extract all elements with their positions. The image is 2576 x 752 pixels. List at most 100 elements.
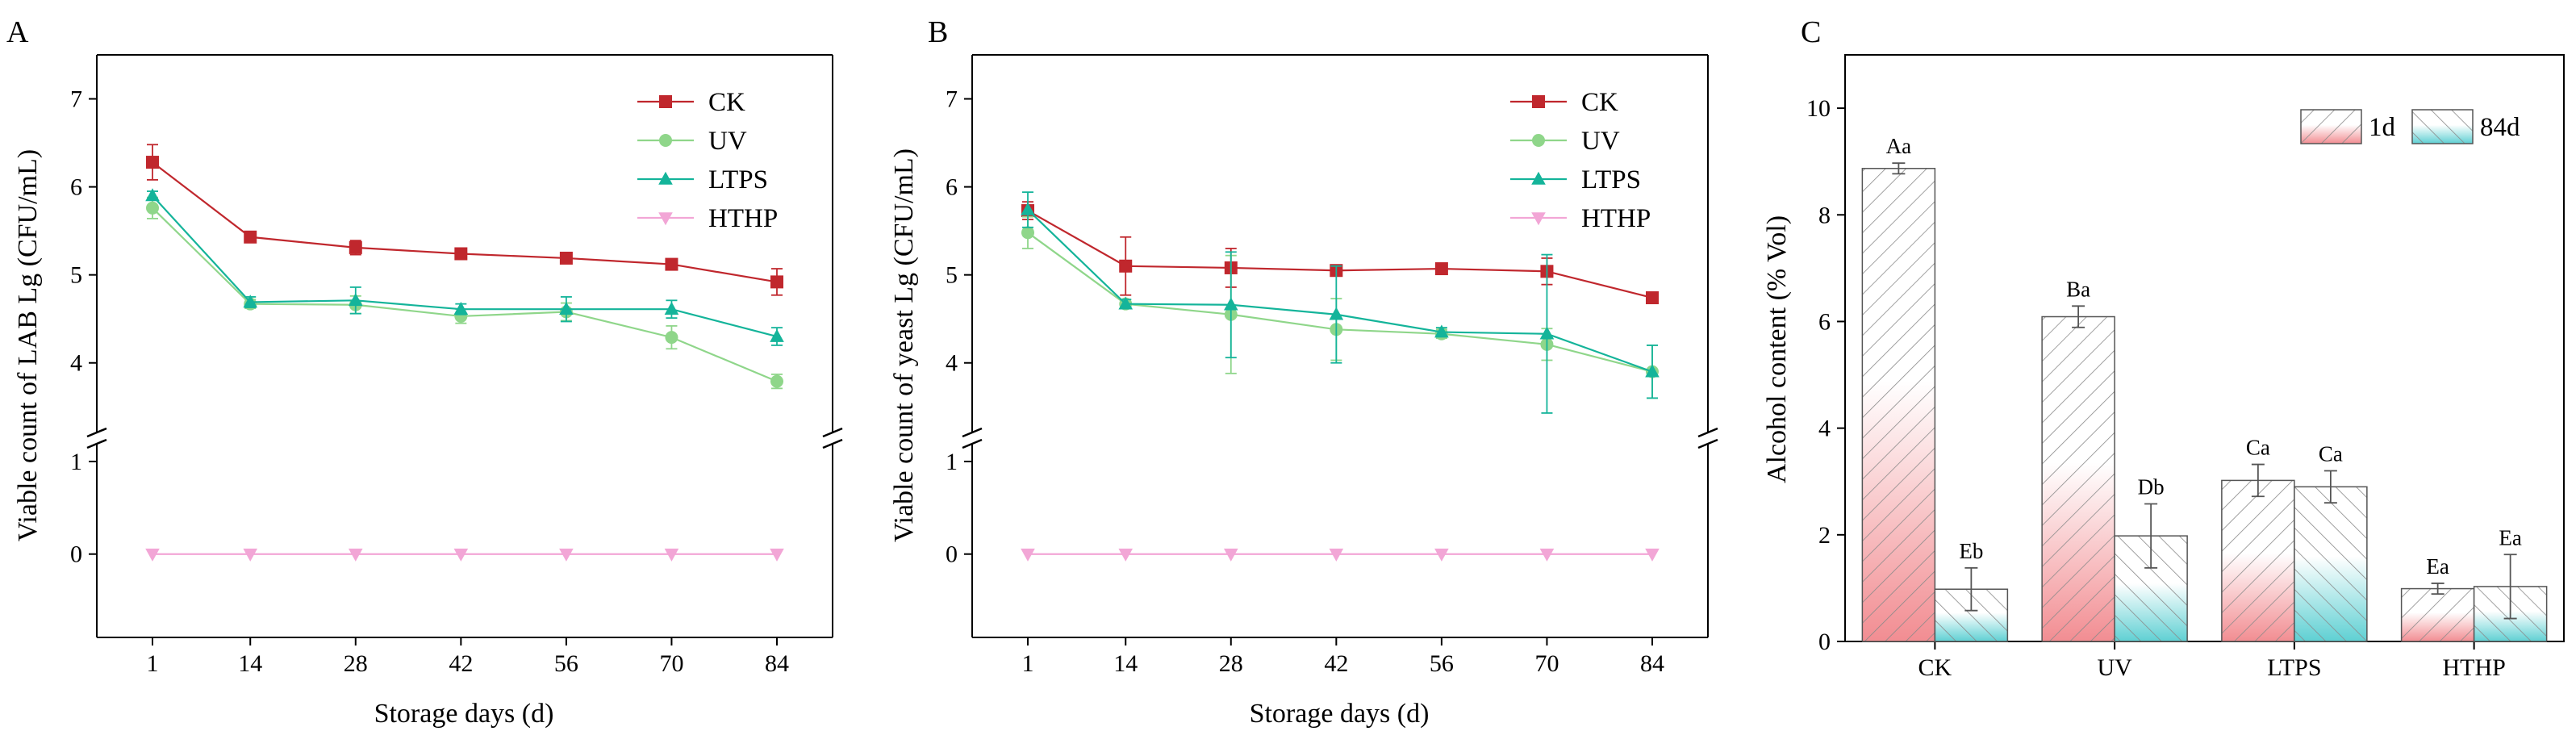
c-legend-label: 1d <box>2369 113 2396 142</box>
b-point-ck <box>1119 259 1133 273</box>
c-bar-hatch <box>2294 486 2368 642</box>
a-point-ck <box>770 275 783 289</box>
panel-letter-a: A <box>6 15 29 49</box>
panel-b-y-axis-title: Viable count of yeast Lg (CFU/mL) <box>889 148 919 542</box>
c-x-tick-label: LTPS <box>2267 654 2321 681</box>
b-series-hthp <box>1021 548 1660 562</box>
a-point-ck <box>454 247 468 261</box>
a-legend-marker <box>659 134 672 147</box>
panel-b-x-axis-title: Storage days (d) <box>1250 699 1430 729</box>
a-point-hthp <box>145 548 160 562</box>
c-data-label: Ca <box>2246 436 2270 460</box>
a-legend-label: CK <box>708 88 745 117</box>
b-point-hthp <box>1021 548 1035 562</box>
a-x-tick-label: 42 <box>449 650 473 677</box>
c-legend-swatch <box>2411 109 2474 144</box>
a-point-ltps <box>453 302 469 315</box>
b-x-tick-label: 1 <box>1022 650 1034 677</box>
c-data-label: Ea <box>2499 525 2521 549</box>
a-point-ltps <box>770 328 784 342</box>
b-break-mark <box>1697 438 1718 449</box>
c-data-label: Db <box>2138 474 2165 499</box>
c-bar-hatch <box>1861 168 1936 642</box>
c-frame <box>1844 54 2565 642</box>
a-y-tick-label: 4 <box>70 350 82 377</box>
a-point-ltps <box>243 295 258 308</box>
a-break-mark <box>86 438 107 449</box>
a-line-ck <box>152 161 778 283</box>
a-point-hthp <box>453 548 469 562</box>
b-legend-marker <box>1532 95 1545 108</box>
c-y-tick-label: 6 <box>1818 308 1831 335</box>
b-y-tick-label: 1 <box>946 449 958 475</box>
a-point-ltps <box>559 302 574 315</box>
a-point-hthp <box>348 548 363 562</box>
c-x-tick-label: CK <box>1918 654 1952 681</box>
b-x-tick-label: 84 <box>1640 650 1664 677</box>
b-point-hthp <box>1329 548 1344 562</box>
a-legend-marker <box>658 171 673 185</box>
c-data-label: Eb <box>1959 539 1983 563</box>
a-legend-label: HTHP <box>708 204 778 233</box>
a-x-tick-label: 84 <box>765 650 789 677</box>
c-bar-1d-ltps <box>2221 463 2295 642</box>
b-legend-label: CK <box>1581 88 1618 117</box>
c-legend-swatch <box>2300 109 2362 144</box>
a-legend-marker <box>659 95 672 108</box>
a-series-ck <box>146 144 783 296</box>
c-bar-84d-uv <box>2114 503 2188 642</box>
b-point-ltps <box>1021 202 1035 215</box>
b-y-tick-label: 6 <box>946 174 958 201</box>
c-bar-1d-ck <box>1861 162 1936 642</box>
panel-letter-b: B <box>928 15 948 49</box>
a-point-ck <box>559 251 573 265</box>
c-y-tick-label: 2 <box>1818 522 1831 549</box>
c-legend-label: 84d <box>2480 113 2520 142</box>
panel-c: C 0 2 4 6 8 10 CK Aa Eb UV Ba Db LTPS Ca Ca HTHP Ea Ea 1d 8… <box>1762 15 2565 681</box>
panel-letter-c: C <box>1801 15 1821 49</box>
panel-c-plot: 0 2 4 6 8 10 CK Aa Eb UV Ba Db LTPS Ca Ca HTHP Ea Ea 1d 84d <box>1806 54 2565 681</box>
a-break-mark <box>822 438 843 449</box>
a-point-hthp <box>664 548 679 562</box>
b-x-tick-label: 14 <box>1113 650 1138 677</box>
a-point-ltps <box>348 293 363 307</box>
c-bar-84d-hthp <box>2473 554 2548 642</box>
panel-c-y-axis-title: Alcohol content (% Vol) <box>1762 215 1792 483</box>
a-point-hthp <box>559 548 574 562</box>
b-break-mark <box>962 427 983 438</box>
a-point-ltps <box>145 188 160 202</box>
b-break-mark <box>962 438 983 449</box>
a-legend-label: LTPS <box>708 165 768 194</box>
b-y-tick-label: 7 <box>946 86 958 113</box>
a-series-hthp <box>145 548 784 562</box>
b-legend-marker <box>1531 171 1546 185</box>
a-break-mark <box>86 427 107 438</box>
panel-a-x-axis-title: Storage days (d) <box>374 699 554 729</box>
c-bar-hatch <box>2041 315 2115 642</box>
c-y-tick-label: 0 <box>1818 629 1831 655</box>
b-point-hthp <box>1434 548 1449 562</box>
a-point-ck <box>665 257 678 271</box>
c-bar-hatch <box>2400 587 2475 642</box>
c-bar-84d-ck <box>1934 566 2009 642</box>
b-break-mark <box>1697 427 1718 438</box>
b-y-tick-label: 4 <box>946 350 958 377</box>
b-point-ltps <box>1118 296 1134 310</box>
a-y-tick-label: 6 <box>70 174 82 201</box>
b-legend-label: LTPS <box>1581 165 1641 194</box>
a-y-tick-label: 5 <box>70 262 82 289</box>
c-y-tick-label: 4 <box>1818 416 1831 442</box>
a-point-hthp <box>243 548 258 562</box>
a-point-hthp <box>770 548 784 562</box>
a-x-tick-label: 70 <box>659 650 683 677</box>
c-bar-hatch <box>2221 479 2295 642</box>
c-bar-1d-hthp <box>2400 583 2475 642</box>
b-legend-marker <box>1531 212 1546 226</box>
b-point-ltps <box>1223 297 1238 311</box>
